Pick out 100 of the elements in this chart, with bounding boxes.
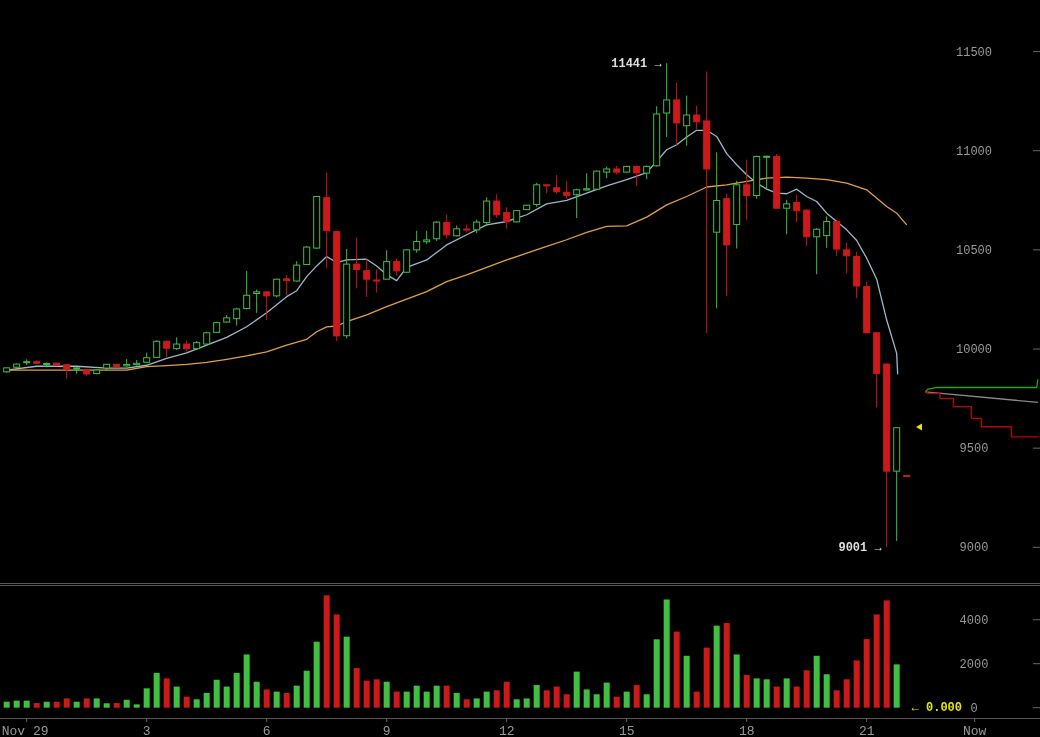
y-tick-label: 9000 <box>959 541 989 556</box>
bar <box>123 699 130 708</box>
x-tick-label: 21 <box>858 724 875 737</box>
bar <box>823 674 830 708</box>
bar <box>363 680 370 708</box>
bar <box>163 678 170 708</box>
bar <box>563 694 570 708</box>
bar <box>153 672 160 708</box>
bar <box>133 704 140 708</box>
bar <box>473 698 480 708</box>
bar <box>813 655 820 708</box>
bar <box>393 691 400 708</box>
candlestick <box>503 206 511 230</box>
bar <box>603 682 610 708</box>
bar <box>743 674 750 708</box>
bar <box>63 698 70 708</box>
bar <box>83 698 90 708</box>
bar <box>293 685 300 708</box>
candlestick <box>593 170 601 191</box>
bar <box>173 686 180 708</box>
bar <box>863 639 870 708</box>
bar <box>273 691 280 708</box>
y-tick-label: 11000 <box>955 144 993 159</box>
bar <box>843 679 850 708</box>
bar <box>723 623 730 708</box>
bar <box>223 686 230 708</box>
annotation: ← 0.000 <box>911 701 962 715</box>
line-series <box>924 378 1039 393</box>
bar <box>513 699 520 708</box>
bar <box>243 654 250 708</box>
bar <box>893 664 900 708</box>
y-tick-label: 10500 <box>955 243 993 258</box>
bar <box>773 686 780 708</box>
bar <box>593 694 600 708</box>
bar <box>853 660 860 708</box>
bar <box>383 681 390 708</box>
x-tick-label: 9 <box>382 724 391 737</box>
annotation: 9001 → <box>838 541 883 556</box>
x-tick-label: 15 <box>618 724 635 737</box>
candlestick <box>413 230 421 254</box>
candlestick <box>823 215 831 249</box>
candlestick <box>663 62 671 138</box>
candlestick <box>293 260 301 283</box>
bar <box>343 636 350 708</box>
bar <box>663 599 670 708</box>
bar <box>753 678 760 708</box>
bar <box>193 699 200 708</box>
bar <box>433 685 440 708</box>
bar <box>553 686 560 708</box>
candlestick <box>533 182 541 208</box>
candlestick <box>673 82 681 147</box>
y-tick-label: 4000 <box>959 613 989 628</box>
bar <box>263 689 270 708</box>
bar <box>873 614 880 708</box>
candlestick <box>683 95 691 147</box>
bar <box>783 678 790 708</box>
bar <box>633 685 640 708</box>
bar <box>573 671 580 708</box>
bar <box>233 672 240 708</box>
candlestick <box>493 193 501 219</box>
bar <box>683 655 690 708</box>
bar <box>623 691 630 708</box>
x-tick-label: Now <box>962 724 987 737</box>
bar <box>643 694 650 708</box>
x-tick-label: 3 <box>142 724 151 737</box>
bar <box>423 691 430 708</box>
candlestick <box>263 290 271 321</box>
bar <box>413 685 420 708</box>
bar <box>543 690 550 708</box>
bar <box>283 692 290 708</box>
bar <box>333 614 340 708</box>
bar <box>653 639 660 708</box>
bar <box>833 690 840 708</box>
candlestick <box>693 105 701 130</box>
x-tick-label: 18 <box>738 724 755 737</box>
bar <box>213 679 220 708</box>
bar <box>3 701 10 708</box>
x-tick-label: 12 <box>498 724 515 737</box>
bar <box>253 681 260 708</box>
candlestick <box>553 174 561 195</box>
bar <box>523 698 530 708</box>
bar <box>53 701 60 708</box>
candlestick <box>793 194 801 223</box>
bar <box>73 701 80 708</box>
candlestick <box>783 199 791 235</box>
candlestick <box>483 196 491 227</box>
bar <box>493 690 500 708</box>
bar <box>673 631 680 708</box>
bar <box>733 654 740 708</box>
bar <box>583 689 590 708</box>
bar <box>793 686 800 708</box>
bar <box>803 670 810 708</box>
bar <box>183 696 190 708</box>
bar <box>33 703 40 708</box>
candlestick <box>743 159 751 221</box>
bar <box>463 699 470 708</box>
bar <box>103 703 110 708</box>
bar <box>483 691 490 708</box>
bar <box>453 692 460 708</box>
bar <box>113 703 120 708</box>
